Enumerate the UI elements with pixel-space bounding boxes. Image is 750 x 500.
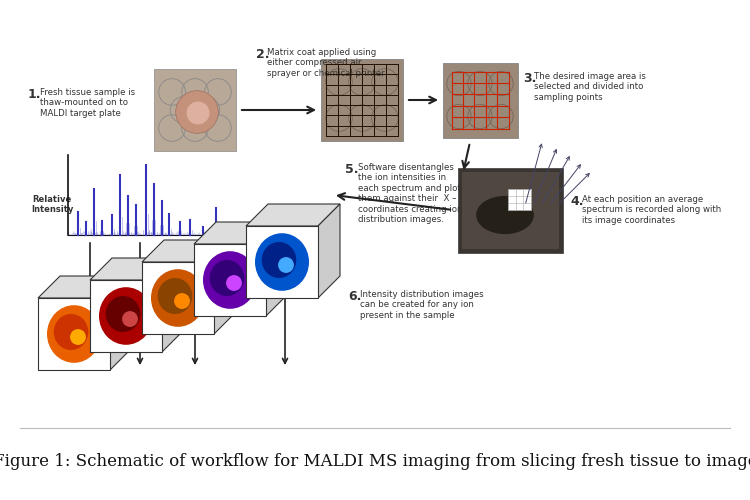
Ellipse shape bbox=[187, 102, 209, 124]
Text: At each position an average
spectrum is recorded along with
its image coordinate: At each position an average spectrum is … bbox=[582, 195, 722, 225]
Polygon shape bbox=[194, 244, 266, 316]
Ellipse shape bbox=[210, 260, 244, 296]
Polygon shape bbox=[266, 222, 288, 316]
Text: 5.: 5. bbox=[345, 163, 358, 176]
Ellipse shape bbox=[262, 242, 296, 278]
Polygon shape bbox=[142, 240, 236, 262]
Text: m/z: m/z bbox=[158, 246, 175, 255]
Ellipse shape bbox=[226, 275, 242, 291]
Ellipse shape bbox=[255, 233, 309, 291]
Polygon shape bbox=[194, 222, 288, 244]
Polygon shape bbox=[142, 262, 214, 334]
Ellipse shape bbox=[158, 278, 192, 314]
Bar bbox=[321, 59, 403, 141]
Polygon shape bbox=[214, 240, 236, 334]
Text: Figure 1: Schematic of workflow for MALDI MS imaging from slicing fresh tissue t: Figure 1: Schematic of workflow for MALD… bbox=[0, 453, 750, 470]
Bar bbox=[442, 62, 518, 138]
Ellipse shape bbox=[176, 90, 218, 134]
Bar bbox=[508, 188, 531, 210]
Text: Intensity distribution images
can be created for any ion
present in the sample: Intensity distribution images can be cre… bbox=[360, 290, 484, 320]
Ellipse shape bbox=[476, 196, 534, 234]
Text: Software disentangles
the ion intensities in
each spectrum and plots
them agains: Software disentangles the ion intensitie… bbox=[358, 163, 465, 224]
Ellipse shape bbox=[122, 311, 138, 327]
Polygon shape bbox=[110, 276, 132, 370]
Ellipse shape bbox=[174, 293, 190, 309]
Ellipse shape bbox=[54, 314, 88, 350]
Text: 1.: 1. bbox=[28, 88, 41, 101]
Ellipse shape bbox=[151, 269, 205, 327]
Text: 3.: 3. bbox=[523, 72, 536, 85]
Text: Matrix coat applied using
either compressed air
sprayer or chemical printer: Matrix coat applied using either compres… bbox=[267, 48, 385, 78]
Polygon shape bbox=[38, 276, 132, 298]
Ellipse shape bbox=[278, 257, 294, 273]
Bar bbox=[458, 168, 562, 252]
Text: 4.: 4. bbox=[570, 195, 584, 208]
Bar bbox=[154, 69, 236, 151]
Text: 2.: 2. bbox=[256, 48, 269, 61]
Polygon shape bbox=[90, 258, 184, 280]
Text: Fresh tissue sample is
thaw-mounted on to
MALDI target plate: Fresh tissue sample is thaw-mounted on t… bbox=[40, 88, 135, 118]
Polygon shape bbox=[246, 226, 318, 298]
Polygon shape bbox=[162, 258, 184, 352]
Text: 6.: 6. bbox=[348, 290, 361, 303]
Ellipse shape bbox=[47, 305, 101, 363]
Text: Relative
Intensity: Relative Intensity bbox=[31, 195, 74, 214]
Ellipse shape bbox=[99, 287, 153, 345]
Polygon shape bbox=[318, 204, 340, 298]
Bar bbox=[461, 172, 559, 248]
Polygon shape bbox=[90, 280, 162, 352]
Ellipse shape bbox=[70, 329, 86, 345]
Text: The desired image area is
selected and divided into
sampling points: The desired image area is selected and d… bbox=[534, 72, 646, 102]
Polygon shape bbox=[38, 298, 110, 370]
Ellipse shape bbox=[203, 251, 257, 309]
Ellipse shape bbox=[106, 296, 140, 332]
Polygon shape bbox=[246, 204, 340, 226]
